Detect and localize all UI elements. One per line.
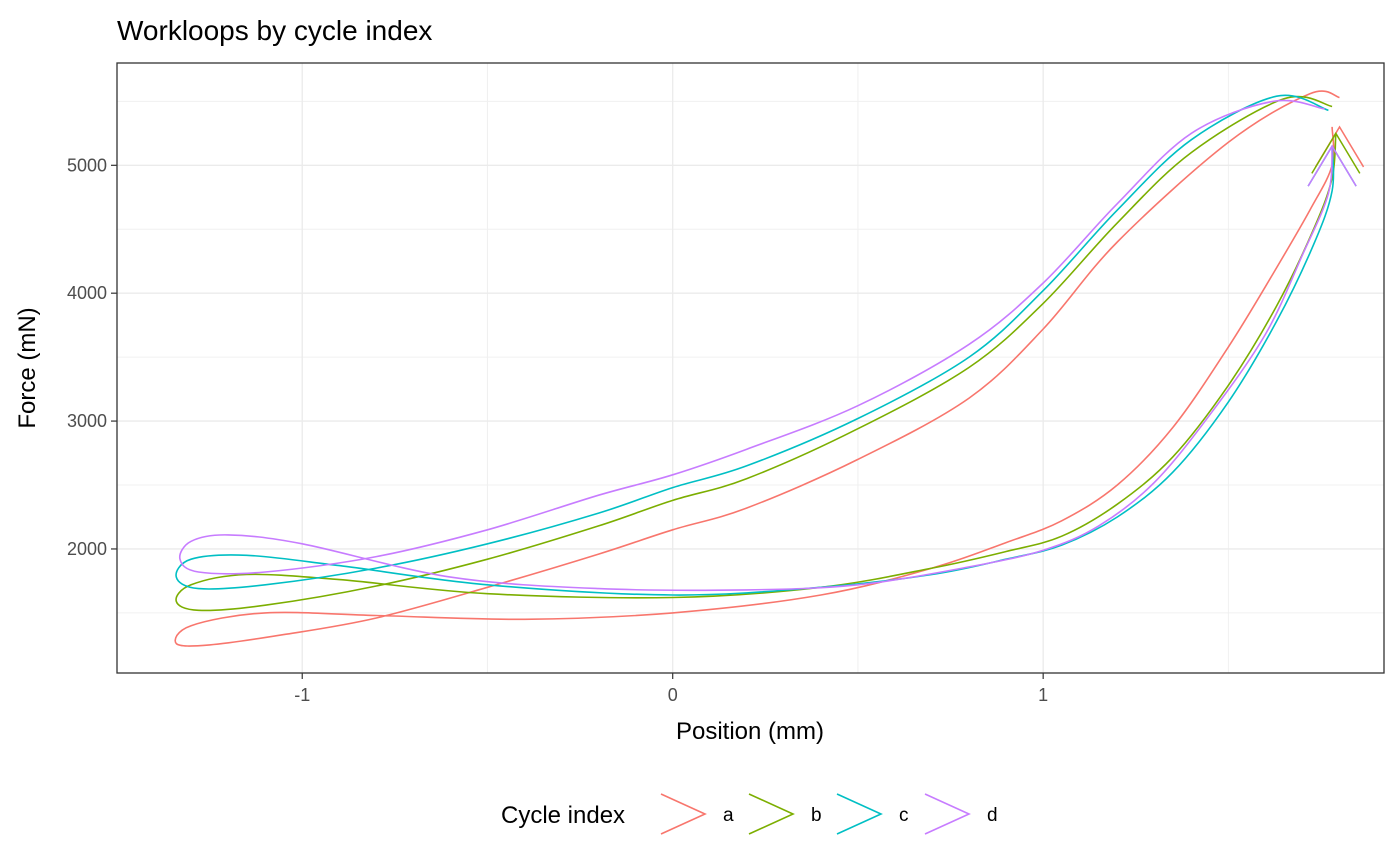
series-line-b [175,95,1337,612]
series-arrow-b [1311,131,1361,174]
legend-key-a [660,793,707,835]
legend-label-d: d [987,805,998,826]
legend-label-b: b [811,805,822,826]
x-tick-label: -1 [294,685,310,705]
series-layer [174,90,1365,647]
x-axis-title: Position (mm) [676,718,824,745]
series-arrow-d [1307,144,1357,187]
x-tick-label: 1 [1038,685,1048,705]
chart-title: Workloops by cycle index [117,15,432,46]
x-tick-label: 0 [668,685,678,705]
y-axis-title: Force (mN) [14,307,41,428]
series-line-c [175,94,1335,596]
grid-minor [116,63,1384,673]
legend: Cycle index a b c d [501,793,998,835]
y-tick-label: 4000 [67,283,107,303]
legend-label-c: c [899,805,909,826]
legend-title: Cycle index [501,802,625,829]
y-axis: 2000 3000 4000 5000 [67,155,117,559]
y-tick-label: 2000 [67,539,107,559]
grid-major [117,63,1384,673]
series-line-a [174,90,1340,647]
legend-key-b [748,793,795,835]
plot-panel-border [116,62,1385,674]
legend-label-a: a [723,805,734,826]
y-tick-label: 3000 [67,411,107,431]
y-tick-label: 5000 [67,155,107,175]
legend-key-d [924,793,971,835]
series-line-d [178,99,1333,592]
x-axis: -1 0 1 [294,673,1048,705]
legend-key-c [836,793,883,835]
